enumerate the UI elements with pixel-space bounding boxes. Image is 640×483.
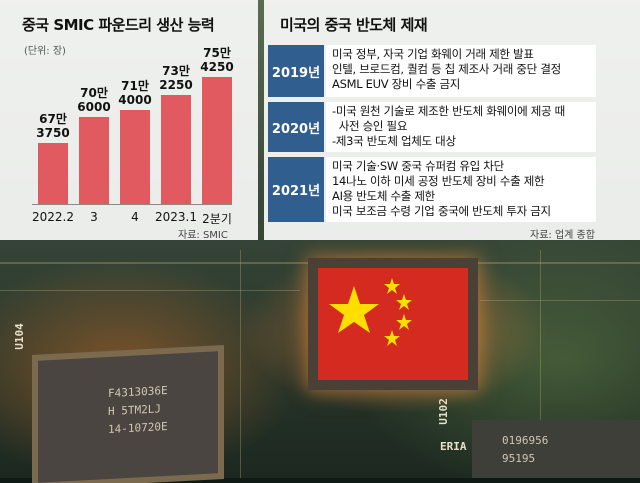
sanctions-title: 미국의 중국 반도체 제재 [280, 16, 428, 34]
chip-marking: 0196956 [502, 434, 549, 447]
x-tick-label: 3 [90, 210, 98, 224]
bar-0 [38, 143, 68, 204]
chip-marking: 14-10720E [108, 419, 168, 437]
x-tick-label: 2022.2 [32, 210, 74, 224]
pcb-trace [240, 250, 241, 478]
sanction-line: AI용 반도체 수출 제한 [332, 189, 435, 203]
bar-4 [202, 76, 232, 204]
bar-value-label: 67만 3750 [36, 112, 70, 141]
x-tick-label: 2023.1 [155, 210, 197, 224]
x-tick-label: 2분기 [202, 212, 232, 226]
china-flag-chip [318, 268, 468, 380]
bar-2 [120, 109, 150, 204]
sanction-line: 미국 기술·SW 중국 슈퍼컴 유입 차단 [332, 159, 504, 173]
year-label-2019: 2019년 [268, 45, 324, 97]
chip-marking: H 5TM2LJ [108, 402, 161, 419]
sanctions-2020: -미국 원천 기술로 제조한 반도체 화웨이에 제공 때 사전 승인 필요 -제… [326, 102, 596, 152]
sanctions-source: 자료: 업계 종합 [530, 230, 595, 241]
sanctions-2021: 미국 기술·SW 중국 슈퍼컴 유입 차단 14나노 이하 미세 공정 반도체 … [326, 157, 596, 222]
year-label-2021: 2021년 [268, 157, 324, 222]
sanction-line: 미국 정부, 자국 기업 화웨이 거래 제한 발표 [332, 47, 534, 61]
sanction-line: -제3국 반도체 업체도 대상 [332, 134, 456, 148]
sanction-line: -미국 원천 기술로 제조한 반도체 화웨이에 제공 때 [332, 104, 565, 118]
bar-1 [79, 116, 109, 204]
board-label: U102 [436, 398, 450, 425]
china-flag-stars [329, 278, 412, 346]
chart-title: 중국 SMIC 파운드리 생산 능력 [22, 16, 215, 34]
year-label-2020: 2020년 [268, 102, 324, 152]
pcb-trace [540, 250, 541, 420]
sanction-line: ASML EUV 장비 수출 금지 [332, 77, 461, 91]
ic-chip-right: 0196956 95195 [472, 420, 640, 478]
pcb-trace [480, 300, 640, 301]
pcb-trace [0, 262, 640, 264]
bar-value-label: 71만 4000 [118, 78, 152, 107]
x-axis [32, 204, 232, 205]
pcb-trace [0, 290, 300, 291]
sanction-line: 인텔, 브로드컴, 퀄컴 등 칩 제조사 거래 중단 결정 [332, 62, 561, 76]
sanctions-2019: 미국 정부, 자국 기업 화웨이 거래 제한 발표 인텔, 브로드컴, 퀄컴 등… [326, 45, 596, 97]
board-label: ERIA [440, 440, 467, 453]
chart-unit: (단위: 장) [24, 46, 66, 57]
board-label: U104 [12, 323, 26, 350]
chart-source: 자료: SMIC [178, 230, 228, 241]
sanction-line: 사전 승인 필요 [332, 119, 408, 133]
bar-value-label: 75만 4250 [200, 45, 234, 74]
bar-value-label: 73만 2250 [159, 63, 193, 92]
chip-marking: F4313036E [108, 383, 168, 401]
bar-3 [161, 94, 191, 204]
sanction-line: 미국 보조금 수령 기업 중국에 반도체 투자 금지 [332, 204, 551, 218]
sanction-line: 14나노 이하 미세 공정 반도체 장비 수출 제한 [332, 174, 545, 188]
x-tick-label: 4 [131, 210, 139, 224]
chip-marking: 95195 [502, 452, 536, 465]
ic-chip-left: F4313036E H 5TM2LJ 14-10720E [38, 351, 218, 483]
bar-value-label: 70만 6000 [77, 85, 111, 114]
